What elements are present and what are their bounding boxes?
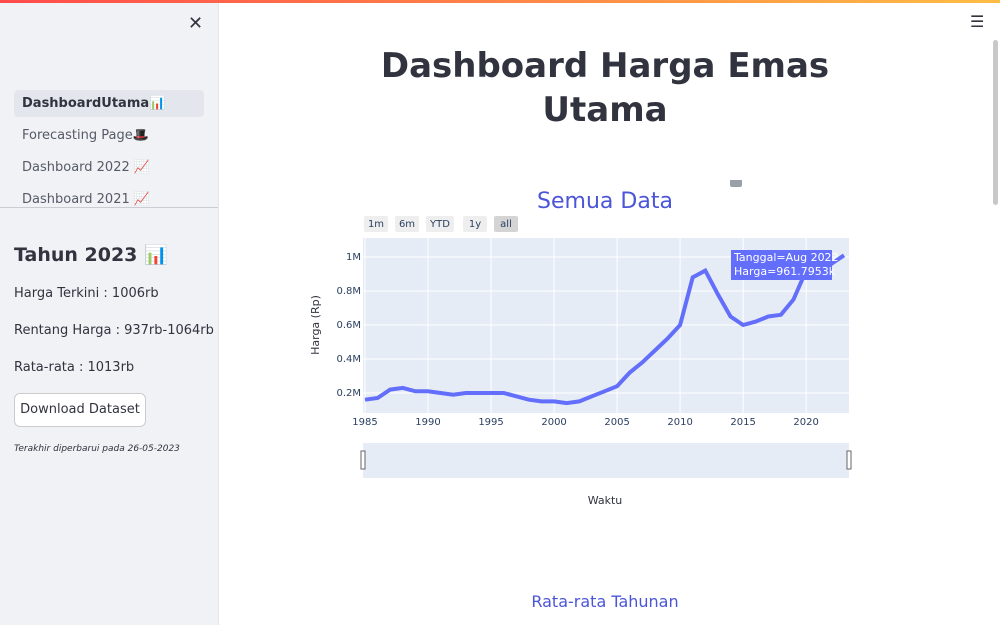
slider-handle[interactable] bbox=[846, 450, 852, 470]
hover-box bbox=[731, 250, 832, 280]
chart-title: Rata-rata Tahunan bbox=[531, 592, 679, 611]
scrollbar[interactable] bbox=[993, 40, 998, 205]
nav-item[interactable]: Dashboard 2021 📈 bbox=[22, 192, 151, 207]
range-slider[interactable] bbox=[363, 443, 849, 478]
page-title: Dashboard Harga Emas Utama bbox=[380, 46, 830, 130]
modebar bbox=[730, 180, 742, 187]
chart-title: Semua Data bbox=[537, 189, 673, 214]
range-button-label: YTD bbox=[429, 219, 450, 230]
x-tick-label: 1990 bbox=[415, 417, 440, 428]
stat: Rata-rata : 1013rb bbox=[14, 360, 135, 375]
y-tick-label: 0.4M bbox=[336, 354, 361, 365]
line bbox=[364, 253, 846, 406]
x-tick-label: 1985 bbox=[352, 417, 377, 428]
range-button[interactable] bbox=[426, 216, 454, 232]
x-axis-label: Waktu bbox=[588, 494, 623, 507]
x-tick-label: 1995 bbox=[478, 417, 503, 428]
menu-button[interactable]: ☰ bbox=[970, 12, 985, 31]
nav: DashboardUtama📊 Forecasting Page🎩 Dashboar… bbox=[14, 90, 204, 207]
range-button-label: all bbox=[500, 219, 512, 230]
nav-item[interactable]: Forecasting Page🎩 bbox=[22, 128, 149, 143]
stat: Rentang Harga : 937rb-1064rb bbox=[14, 323, 214, 338]
note: Terakhir diperbarui pada 26-05-2023 bbox=[14, 444, 180, 454]
y-tick-label: 0.6M bbox=[336, 320, 361, 331]
x-tick-label: 2010 bbox=[667, 417, 692, 428]
slider-handle[interactable] bbox=[360, 450, 366, 470]
range-button[interactable] bbox=[463, 216, 487, 232]
y-tick-label: 1M bbox=[346, 252, 361, 263]
download-button[interactable]: Download Dataset bbox=[14, 393, 146, 427]
x-tick-label: 2015 bbox=[730, 417, 755, 428]
close-button[interactable]: ✕ bbox=[188, 13, 204, 34]
divider bbox=[0, 207, 218, 208]
chart: Semua Data Waktu Harga (Rp) 1985 1990 1995… bbox=[309, 180, 852, 507]
sidebar: ✕ DashboardUtama📊 Forecasting Page🎩 Dashbo… bbox=[0, 3, 219, 625]
x-tick-label: 2005 bbox=[604, 417, 629, 428]
x-tick-label: 2020 bbox=[793, 417, 818, 428]
y-tick-label: 0.8M bbox=[336, 286, 361, 297]
stat: Harga Terkini : 1006rb bbox=[14, 286, 159, 301]
y-tick-label: 0.2M bbox=[336, 388, 361, 399]
y-axis-label: Harga (Rp) bbox=[309, 295, 322, 355]
nav-item[interactable]: DashboardUtama📊 bbox=[14, 90, 204, 117]
nav-item[interactable]: Dashboard 2022 📈 bbox=[22, 160, 151, 175]
range-button[interactable] bbox=[395, 216, 419, 232]
range-button[interactable] bbox=[364, 216, 388, 232]
sidebar-header: Tahun 2023 📊 bbox=[14, 244, 168, 266]
x-tick-label: 2000 bbox=[541, 417, 566, 428]
range-button-label: 6m bbox=[399, 219, 415, 230]
range-button-label: 1m bbox=[368, 219, 384, 230]
hover-text: Tanggal=Aug 2022 bbox=[733, 251, 839, 264]
range-button-label: 1y bbox=[469, 219, 481, 230]
range-button[interactable] bbox=[494, 216, 518, 232]
hover-text: Harga=961.7953k bbox=[734, 265, 836, 278]
top-bar bbox=[0, 0, 1000, 3]
modebar-icon[interactable] bbox=[730, 180, 742, 187]
